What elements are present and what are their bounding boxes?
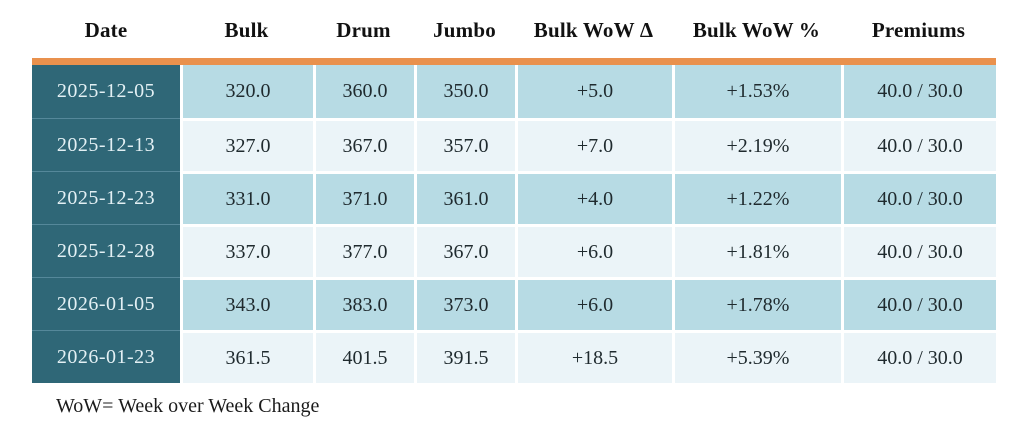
value-cell: 373.0 xyxy=(414,277,515,330)
value-cell: +6.0 xyxy=(515,224,672,277)
value-cell: 383.0 xyxy=(313,277,414,330)
value-cell: +4.0 xyxy=(515,171,672,224)
value-cell: 40.0 / 30.0 xyxy=(841,330,996,383)
header-accent-bar xyxy=(32,58,996,65)
value-cell: 360.0 xyxy=(313,65,414,118)
value-cell: +18.5 xyxy=(515,330,672,383)
value-cell: +2.19% xyxy=(672,118,841,171)
value-cell: 40.0 / 30.0 xyxy=(841,171,996,224)
value-cell: +1.53% xyxy=(672,65,841,118)
table-row: 2025-12-13 327.0 367.0 357.0 +7.0 +2.19% 40.0 … xyxy=(32,118,996,171)
column-header-bulk-wow-delta: Bulk WoW Δ xyxy=(533,17,654,42)
column-header-premiums: Premiums xyxy=(871,17,966,42)
value-cell: 377.0 xyxy=(313,224,414,277)
value-cell: 357.0 xyxy=(414,118,515,171)
table-row: 2025-12-23 331.0 371.0 361.0 +4.0 +1.22% 40.0 … xyxy=(32,171,996,224)
column-header-bulk-wow-pct: Bulk WoW % xyxy=(692,17,821,42)
table-body: 2025-12-05 320.0 360.0 350.0 +5.0 +1.53% 40.0 … xyxy=(32,65,996,383)
date-cell: 2025-12-28 xyxy=(32,224,180,277)
value-cell: 343.0 xyxy=(180,277,313,330)
value-cell: 361.5 xyxy=(180,330,313,383)
value-cell: 371.0 xyxy=(313,171,414,224)
value-cell: 350.0 xyxy=(414,65,515,118)
date-cell: 2026-01-05 xyxy=(32,277,180,330)
value-cell: +7.0 xyxy=(515,118,672,171)
table-row: 2026-01-23 361.5 401.5 391.5 +18.5 +5.39% 40.0… xyxy=(32,330,996,383)
date-cell: 2026-01-23 xyxy=(32,330,180,383)
value-cell: 367.0 xyxy=(414,224,515,277)
value-cell: 40.0 / 30.0 xyxy=(841,65,996,118)
table-footnote: WoW= Week over Week Change xyxy=(56,395,320,417)
table-row: 2025-12-05 320.0 360.0 350.0 +5.0 +1.53% 40.0 … xyxy=(32,65,996,118)
column-header-bulk: Bulk xyxy=(224,17,269,42)
column-header-date: Date xyxy=(84,17,128,42)
value-cell: 391.5 xyxy=(414,330,515,383)
table-header-row: Date Bulk Drum Jumbo Bulk WoW Δ Bulk WoW… xyxy=(32,8,996,52)
column-header-jumbo: Jumbo xyxy=(433,17,496,42)
value-cell: 331.0 xyxy=(180,171,313,224)
value-cell: 361.0 xyxy=(414,171,515,224)
value-cell: 337.0 xyxy=(180,224,313,277)
value-cell: 401.5 xyxy=(313,330,414,383)
value-cell: 40.0 / 30.0 xyxy=(841,118,996,171)
price-table: Date Bulk Drum Jumbo Bulk WoW Δ Bulk WoW… xyxy=(32,8,996,383)
value-cell: +1.22% xyxy=(672,171,841,224)
value-cell: 40.0 / 30.0 xyxy=(841,224,996,277)
value-cell: 327.0 xyxy=(180,118,313,171)
column-header-drum: Drum xyxy=(336,17,391,42)
date-cell: 2025-12-13 xyxy=(32,118,180,171)
value-cell: +5.0 xyxy=(515,65,672,118)
price-table-page: Date Bulk Drum Jumbo Bulk WoW Δ Bulk WoW… xyxy=(32,8,996,417)
table-row: 2025-12-28 337.0 377.0 367.0 +6.0 +1.81% 40.0 … xyxy=(32,224,996,277)
value-cell: +6.0 xyxy=(515,277,672,330)
date-cell: 2025-12-23 xyxy=(32,171,180,224)
value-cell: +1.78% xyxy=(672,277,841,330)
value-cell: 367.0 xyxy=(313,118,414,171)
date-cell: 2025-12-05 xyxy=(32,65,180,118)
table-row: 2026-01-05 343.0 383.0 373.0 +6.0 +1.78% 40.0 … xyxy=(32,277,996,330)
value-cell: +1.81% xyxy=(672,224,841,277)
value-cell: 320.0 xyxy=(180,65,313,118)
value-cell: 40.0 / 30.0 xyxy=(841,277,996,330)
value-cell: +5.39% xyxy=(672,330,841,383)
